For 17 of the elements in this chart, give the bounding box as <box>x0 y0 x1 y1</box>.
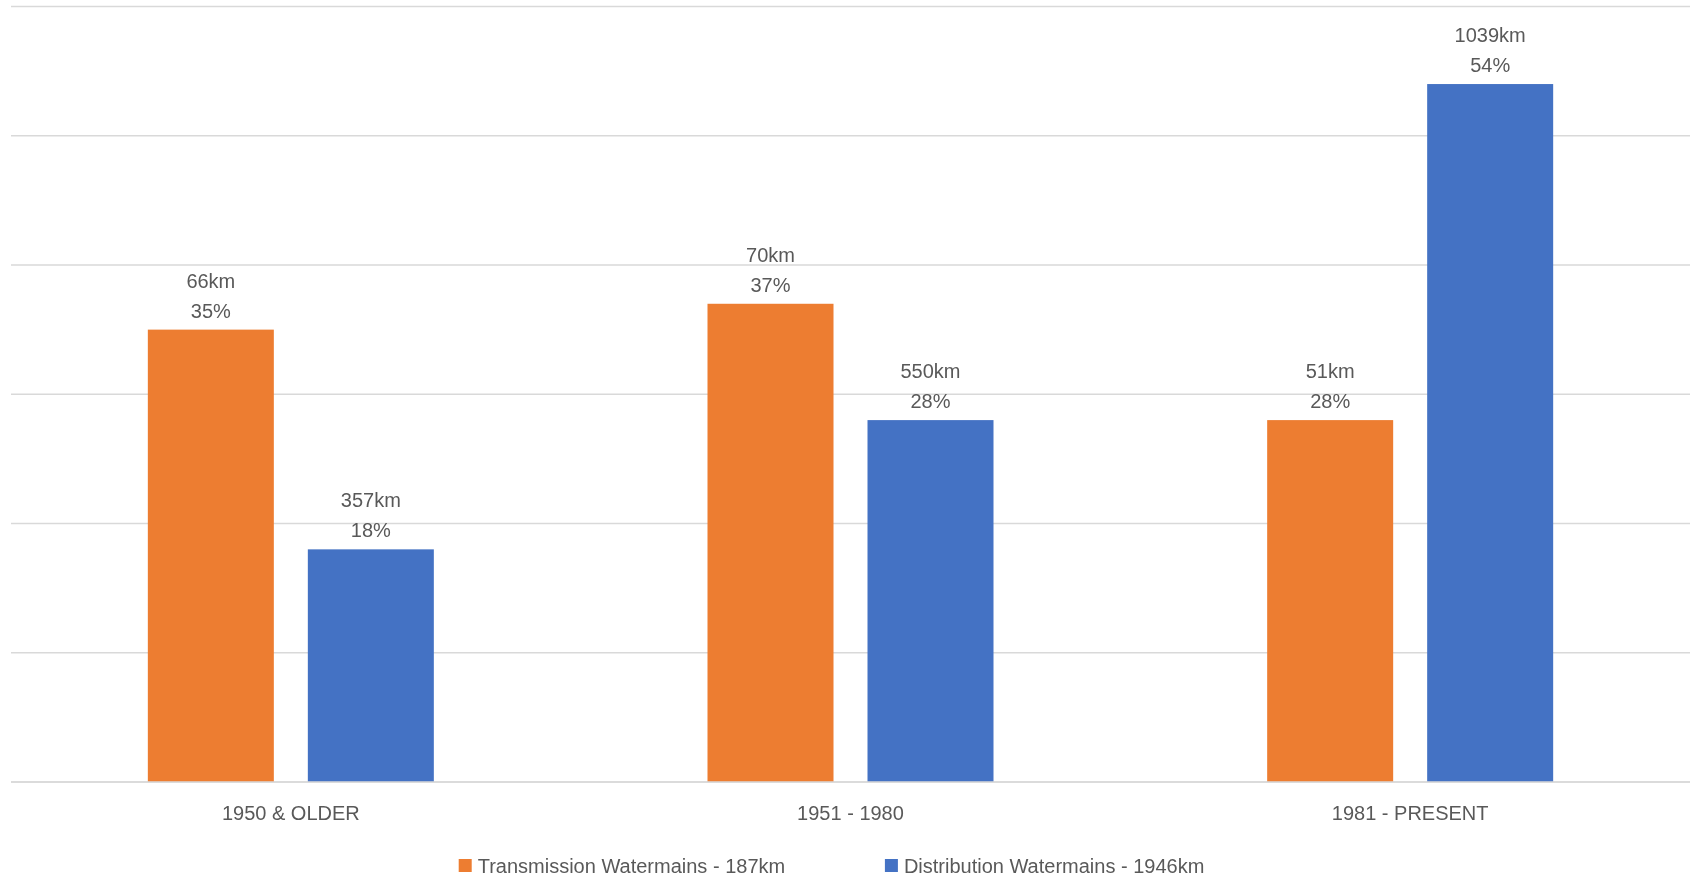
data-label: 1039km 54% <box>1454 24 1526 77</box>
bar <box>1267 420 1394 782</box>
x-tick-label: 1981 - PRESENT <box>1331 802 1489 824</box>
data-label: 357km 18% <box>340 489 401 542</box>
bar <box>707 303 834 782</box>
x-tick-label: 1950 & OLDER <box>221 802 360 824</box>
x-tick-label: 1951 - 1980 <box>797 802 904 824</box>
data-label: 550km 28% <box>900 360 961 413</box>
bar <box>147 329 274 782</box>
data-label: 51km 28% <box>1305 360 1355 413</box>
data-label: 66km 35% <box>186 269 236 322</box>
data-label: 70km 37% <box>746 243 795 296</box>
bar <box>307 549 434 782</box>
bar <box>867 420 994 782</box>
legend-label: Distribution Watermains - 1946km <box>903 855 1205 877</box>
legend-label: Transmission Watermains - 187km <box>477 855 786 877</box>
bar <box>1427 84 1554 782</box>
